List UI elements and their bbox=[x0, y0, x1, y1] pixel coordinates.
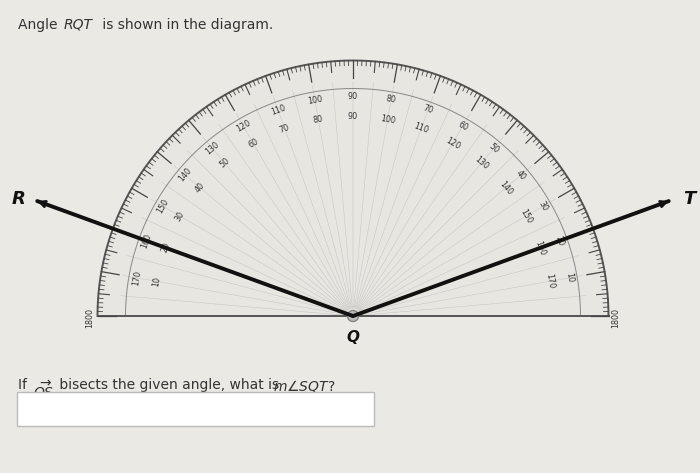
Text: 110: 110 bbox=[412, 122, 430, 135]
Text: 70: 70 bbox=[279, 123, 291, 134]
Polygon shape bbox=[97, 61, 608, 316]
Text: 10: 10 bbox=[151, 276, 162, 287]
Text: If: If bbox=[18, 378, 32, 392]
Text: 30: 30 bbox=[537, 200, 550, 213]
Text: 0: 0 bbox=[85, 308, 94, 314]
Text: 160: 160 bbox=[140, 232, 153, 250]
Text: 150: 150 bbox=[155, 197, 171, 215]
Text: 30: 30 bbox=[174, 210, 187, 223]
Text: Angle: Angle bbox=[18, 18, 62, 32]
Text: 50: 50 bbox=[487, 141, 501, 155]
Text: 130: 130 bbox=[473, 155, 490, 171]
Text: 140: 140 bbox=[498, 179, 514, 196]
Text: 20: 20 bbox=[553, 235, 565, 247]
Text: 120: 120 bbox=[444, 136, 461, 151]
Text: 170: 170 bbox=[544, 273, 555, 289]
Text: T: T bbox=[682, 190, 695, 208]
Text: Q: Q bbox=[346, 330, 360, 345]
Text: 180: 180 bbox=[85, 314, 94, 329]
Text: 110: 110 bbox=[270, 103, 286, 116]
FancyBboxPatch shape bbox=[17, 392, 374, 426]
Text: 120: 120 bbox=[234, 118, 252, 133]
Text: 40: 40 bbox=[514, 168, 528, 182]
Text: 80: 80 bbox=[386, 95, 397, 105]
Text: 100: 100 bbox=[379, 114, 396, 125]
Text: 100: 100 bbox=[307, 94, 323, 105]
Text: R: R bbox=[11, 190, 25, 208]
Text: 40: 40 bbox=[193, 181, 206, 194]
Text: 20: 20 bbox=[160, 242, 172, 254]
Text: bisects the given angle, what is: bisects the given angle, what is bbox=[55, 378, 284, 392]
Text: 130: 130 bbox=[203, 140, 220, 156]
Text: 160: 160 bbox=[533, 239, 547, 256]
Text: 50: 50 bbox=[218, 157, 232, 170]
Text: 170: 170 bbox=[131, 270, 143, 286]
Text: 10: 10 bbox=[564, 272, 575, 284]
Text: $m\angle SQT$?: $m\angle SQT$? bbox=[273, 378, 335, 394]
Text: RQT: RQT bbox=[64, 18, 93, 32]
Text: 0: 0 bbox=[612, 308, 620, 314]
Circle shape bbox=[347, 310, 358, 322]
Text: 150: 150 bbox=[518, 208, 533, 225]
Text: 70: 70 bbox=[422, 104, 435, 116]
Text: 90: 90 bbox=[348, 92, 358, 101]
Text: 180: 180 bbox=[612, 314, 620, 329]
Text: is shown in the diagram.: is shown in the diagram. bbox=[98, 18, 273, 32]
Text: 140: 140 bbox=[176, 166, 193, 184]
Text: 90: 90 bbox=[348, 112, 358, 121]
Text: $\overrightarrow{QS}$: $\overrightarrow{QS}$ bbox=[33, 378, 55, 401]
Text: 60: 60 bbox=[456, 120, 469, 132]
Text: 80: 80 bbox=[313, 114, 324, 125]
Text: 60: 60 bbox=[246, 137, 260, 149]
